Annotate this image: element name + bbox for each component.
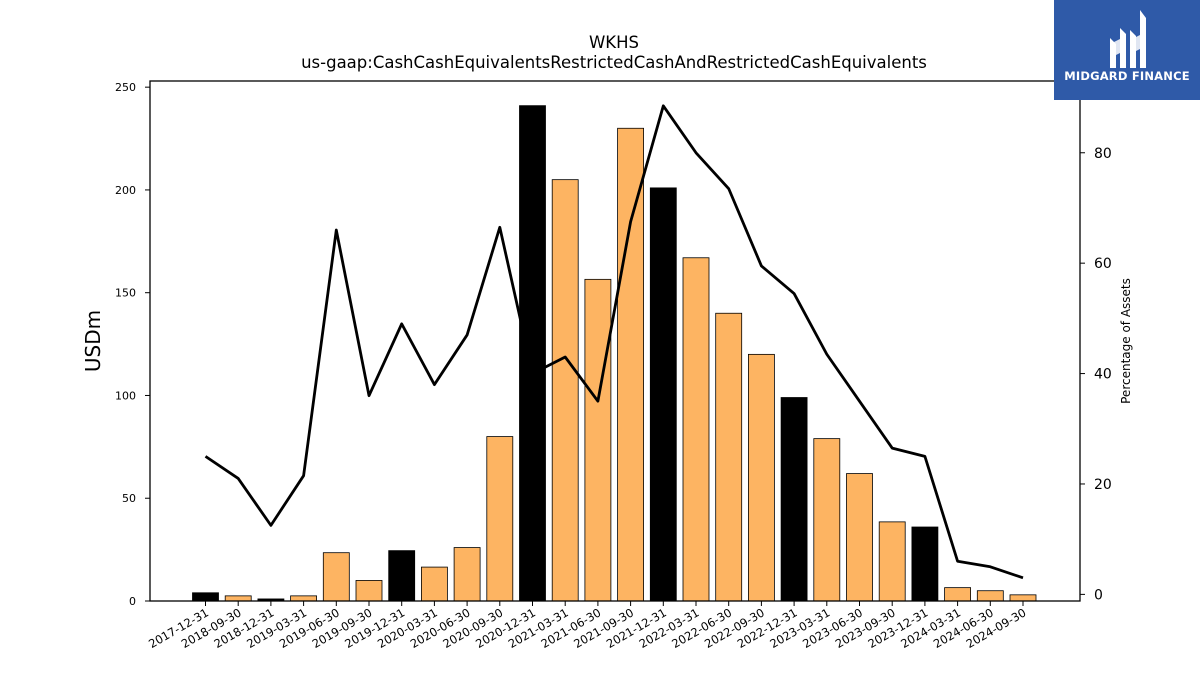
- line-layer: [204, 104, 1024, 580]
- bar-2019-12-31: [388, 550, 416, 602]
- bar-2022-03-31: [682, 257, 710, 602]
- bar-2024-03-31: [944, 587, 971, 602]
- y-tick-label: 0: [129, 595, 136, 608]
- y2-tick-label: 40: [1094, 367, 1112, 383]
- logo-text: MIDGARD FINANCE: [1064, 69, 1190, 83]
- bar-2018-09-30: [224, 595, 252, 602]
- y-tick-label: 150: [115, 287, 136, 300]
- bar-2024-09-30: [1009, 594, 1037, 602]
- bar-2020-12-31: [519, 105, 546, 602]
- bar-2023-06-30: [846, 473, 873, 602]
- bar-2021-06-30: [584, 278, 612, 602]
- y-tick-label: 50: [122, 492, 136, 505]
- y-tick-label: 200: [115, 184, 136, 197]
- y-tick-label: 100: [115, 389, 136, 402]
- chart-title: WKHS: [589, 33, 639, 52]
- bar-2022-06-30: [715, 312, 743, 602]
- bar-2023-09-30: [878, 521, 906, 602]
- bar-2019-06-30: [322, 552, 350, 602]
- bar-2021-12-31: [649, 187, 677, 602]
- brand-logo: MIDGARD FINANCE: [1054, 0, 1200, 100]
- bar-2023-12-31: [911, 526, 939, 602]
- bar-2021-09-30: [617, 127, 644, 602]
- bar-2020-03-31: [420, 566, 448, 602]
- chart-subtitle: us-gaap:CashCashEquivalentsRestrictedCas…: [301, 53, 927, 72]
- y2-axis-label: Percentage of Assets: [1119, 278, 1133, 404]
- bar-2019-09-30: [355, 580, 383, 602]
- midgard-logo-icon: [1110, 10, 1146, 68]
- bar-2023-03-31: [813, 438, 841, 602]
- y2-tick-label: 20: [1094, 477, 1112, 493]
- y2-tick-label: 0: [1094, 587, 1103, 603]
- percentage-line: [204, 104, 1024, 580]
- plot-frame: [149, 80, 1081, 602]
- bar-2022-12-31: [780, 397, 808, 602]
- axes-layer: 0501001502002500204060802017-12-312018-0…: [115, 80, 1112, 651]
- bar-2020-09-30: [486, 436, 514, 602]
- bar-2019-03-31: [290, 595, 318, 602]
- bars-layer: [192, 105, 1037, 602]
- bar-2020-06-30: [453, 547, 481, 602]
- y2-tick-label: 80: [1094, 146, 1112, 162]
- bar-2017-12-31: [192, 592, 219, 602]
- bar-2022-09-30: [748, 353, 775, 602]
- y2-tick-label: 60: [1094, 256, 1112, 272]
- y-axis-label: USDm: [81, 310, 105, 372]
- bar-2021-03-31: [551, 179, 579, 602]
- y-tick-label: 250: [115, 81, 136, 94]
- bar-2024-06-30: [976, 590, 1004, 602]
